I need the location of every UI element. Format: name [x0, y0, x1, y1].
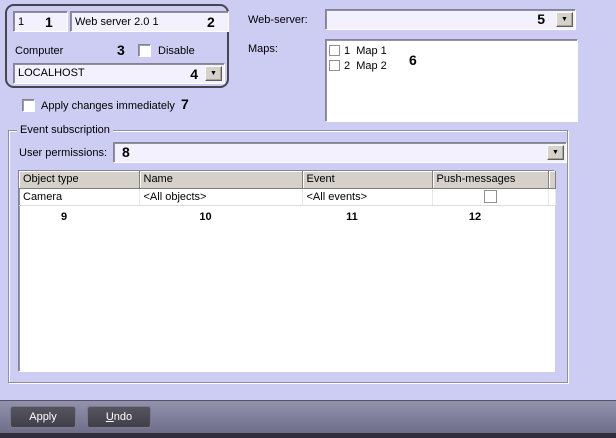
callout-1: 1 — [45, 14, 53, 30]
undo-button[interactable]: Undo — [87, 406, 151, 428]
apply-immediately-checkbox[interactable] — [22, 99, 35, 112]
dropdown-arrow-icon[interactable]: ▼ — [556, 12, 573, 27]
callout-12: 12 — [468, 210, 482, 223]
push-messages-checkbox[interactable] — [483, 190, 497, 203]
callout-4: 4 — [190, 66, 198, 82]
map2-checkbox[interactable] — [329, 60, 340, 71]
callout-7: 7 — [181, 96, 189, 112]
callout-5: 5 — [537, 11, 545, 27]
apply-button[interactable]: Apply — [10, 406, 76, 428]
maps-list-item[interactable]: 1 Map 1 — [329, 43, 387, 58]
map1-checkbox[interactable] — [329, 45, 340, 56]
footer-toolbar: Apply Undo — [0, 400, 616, 433]
subscription-table: Object type Name Event Push-messages Cam… — [18, 170, 556, 372]
column-header-name[interactable]: Name — [139, 171, 303, 189]
maps-label: Maps: — [248, 43, 278, 55]
event-subscription-group: Event subscription User permissions: 8 ▼… — [8, 124, 568, 383]
bottom-edge-strip — [0, 433, 616, 438]
callout-2: 2 — [207, 14, 215, 30]
column-header-filler — [548, 171, 556, 189]
undo-button-label: Undo — [105, 411, 133, 423]
apply-button-label: Apply — [29, 411, 57, 423]
event-cell: <All events> — [302, 188, 433, 206]
callout-6: 6 — [409, 52, 417, 68]
map1-label: 1 Map 1 — [344, 44, 387, 57]
object-type-cell: Camera — [19, 188, 140, 206]
identification-group: 1 2 Computer 3 Disable LOCALHOST 4 ▼ — [5, 4, 229, 88]
user-permissions-label: User permissions: — [19, 147, 108, 159]
event-subscription-title: Event subscription — [17, 124, 113, 136]
web-server-label: Web-server: — [248, 14, 308, 26]
column-header-push-messages[interactable]: Push-messages — [432, 171, 549, 189]
name-cell: <All objects> — [139, 188, 303, 206]
apply-immediately-label: Apply changes immediately — [41, 100, 175, 112]
object-name-field[interactable] — [70, 11, 229, 32]
dropdown-arrow-icon[interactable]: ▼ — [205, 66, 222, 81]
disable-checkbox[interactable] — [138, 44, 151, 57]
maps-list-item[interactable]: 2 Map 2 — [329, 58, 387, 73]
web-server-combo[interactable]: 5 ▼ — [325, 9, 576, 30]
callout-10: 10 — [199, 210, 212, 223]
id-field[interactable] — [13, 11, 68, 32]
callout-11: 11 — [346, 210, 358, 223]
push-messages-cell — [432, 188, 549, 206]
table-header-row: Object type Name Event Push-messages — [19, 171, 556, 189]
computer-label: Computer — [15, 45, 64, 57]
maps-listbox[interactable]: 1 Map 1 2 Map 2 6 — [325, 39, 578, 122]
user-permissions-combo[interactable]: 8 ▼ — [113, 142, 567, 163]
callout-8: 8 — [122, 144, 130, 160]
column-header-object-type[interactable]: Object type — [19, 171, 140, 189]
callout-3: 3 — [117, 42, 125, 58]
callout-row: 9 10 11 12 — [19, 205, 555, 223]
column-header-event[interactable]: Event — [302, 171, 433, 189]
computer-combo[interactable]: LOCALHOST 4 ▼ — [13, 63, 225, 84]
disable-label: Disable — [158, 45, 195, 57]
computer-combo-value: LOCALHOST — [18, 67, 85, 79]
map2-label: 2 Map 2 — [344, 59, 387, 72]
callout-9: 9 — [60, 210, 68, 223]
dropdown-arrow-icon[interactable]: ▼ — [547, 145, 564, 160]
table-row[interactable]: Camera <All objects> <All events> — [19, 188, 556, 206]
